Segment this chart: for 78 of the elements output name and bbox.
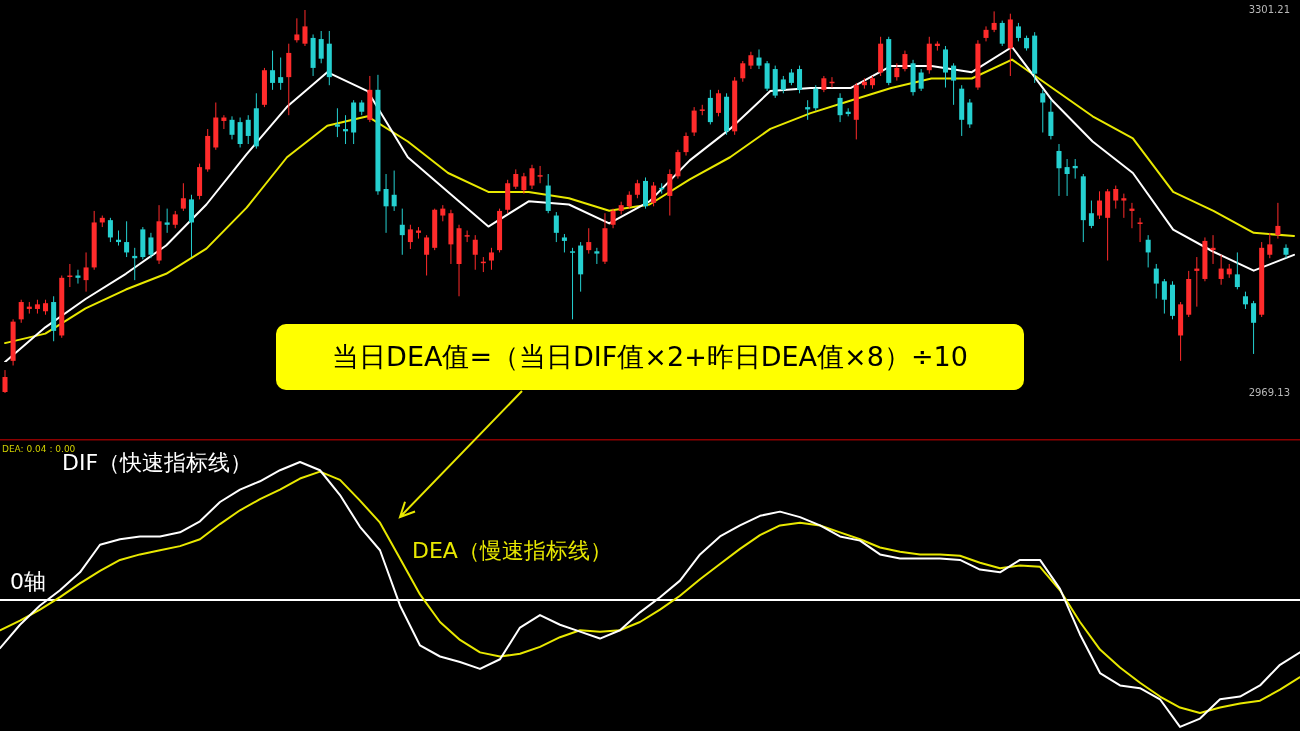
candlestick (318, 30, 324, 64)
candlestick (18, 299, 24, 324)
candlestick (1251, 300, 1257, 355)
candlestick (561, 233, 567, 253)
candlestick (1275, 202, 1281, 240)
candlestick (83, 251, 89, 293)
y-tick-label: 3301.21 (1248, 3, 1290, 15)
candlestick (951, 62, 957, 106)
candlestick (1113, 185, 1119, 210)
candlestick (594, 247, 600, 265)
candlestick (634, 179, 640, 199)
candlestick (1040, 89, 1046, 133)
candlestick (967, 98, 973, 129)
candlestick (529, 164, 535, 190)
candlestick (610, 208, 616, 229)
candlestick (164, 208, 170, 234)
candlestick (472, 234, 478, 271)
candlestick (813, 84, 819, 112)
candlestick (245, 114, 251, 145)
candlestick (553, 211, 559, 243)
candlestick (715, 89, 721, 117)
candlestick (667, 168, 673, 217)
candlestick (278, 57, 284, 91)
candlestick (2, 369, 8, 394)
candlestick (229, 115, 235, 140)
candlestick (537, 165, 543, 184)
candlestick (683, 132, 689, 157)
candlestick (188, 194, 194, 258)
candlestick (1234, 251, 1240, 290)
candlestick (837, 92, 843, 123)
candlestick (991, 10, 997, 33)
candlestick (513, 168, 519, 190)
y-tick-label: 2969.13 (1248, 386, 1290, 398)
candlestick (383, 173, 389, 234)
candlestick (488, 247, 494, 271)
candlestick (1015, 22, 1021, 42)
candlestick (148, 232, 154, 259)
candlestick (651, 181, 657, 207)
candlestick (521, 172, 527, 195)
candlestick (1097, 190, 1103, 220)
candlestick (756, 48, 762, 70)
candlestick (586, 227, 592, 255)
candlestick (399, 208, 405, 256)
candlestick (942, 45, 948, 89)
legend-label: DEA（慢速指标线） (412, 537, 612, 563)
candlestick (334, 107, 340, 138)
candlestick (1088, 200, 1094, 229)
candlestick (464, 230, 470, 243)
candlestick (1153, 263, 1159, 300)
candlestick (1218, 254, 1224, 286)
candlestick (124, 220, 130, 258)
candlestick (918, 68, 924, 92)
candlestick (1145, 234, 1151, 268)
candlestick (391, 170, 397, 212)
candlestick (237, 117, 243, 148)
candlestick (294, 17, 300, 44)
candlestick (270, 50, 276, 91)
candlestick (302, 9, 308, 47)
callout-box: 当日DEA值=（当日DIF值×2+昨日DEA值×8）÷10 (276, 324, 1024, 390)
candlestick (902, 50, 908, 72)
candlestick (797, 65, 803, 94)
candlestick (407, 224, 413, 250)
candlestick (740, 60, 746, 83)
candlestick (180, 182, 186, 212)
candlestick (691, 106, 697, 137)
candlestick (570, 247, 576, 320)
candlestick (983, 25, 989, 42)
candlestick (424, 234, 430, 277)
candlestick (1137, 217, 1143, 243)
candlestick (1121, 193, 1127, 219)
candlestick (1064, 158, 1070, 197)
ref-line-label: 0轴 (10, 568, 46, 594)
candlestick (1161, 278, 1167, 315)
candlestick (1056, 143, 1062, 197)
candlestick (107, 217, 113, 243)
candlestick (999, 20, 1005, 47)
candlestick (1267, 232, 1273, 259)
candlestick (1283, 243, 1289, 259)
